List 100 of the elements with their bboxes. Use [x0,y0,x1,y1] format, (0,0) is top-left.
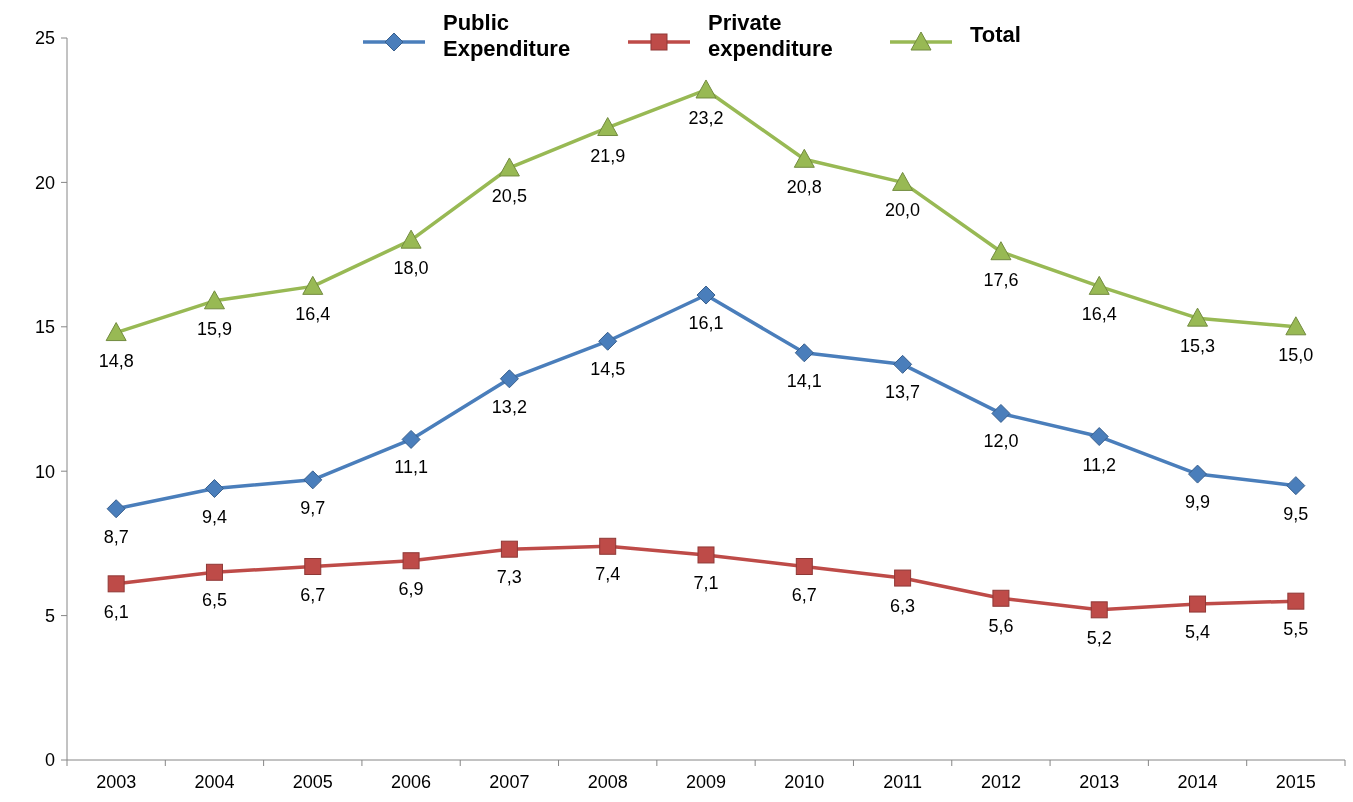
data-label: 9,9 [1185,492,1211,513]
data-label: 5,5 [1283,619,1309,640]
x-tick-label: 2015 [1275,772,1316,792]
data-label: 15,3 [1180,336,1216,357]
y-tick-label: 10 [34,461,55,482]
x-tick-label: 2010 [784,772,825,792]
point [598,331,618,351]
point [1187,307,1209,327]
data-label: 9,5 [1283,503,1309,524]
legend-label: Public Expenditure [443,10,571,61]
point [304,558,322,575]
point [991,403,1011,423]
point [894,569,912,587]
point [105,322,127,342]
x-tick-label: 2011 [883,772,922,792]
data-label: 16,1 [688,313,724,334]
x-tick-label: 2006 [391,772,432,792]
point [990,241,1012,261]
legend-label: Private expenditure [708,10,833,61]
x-tick-label: 2005 [292,772,333,792]
data-label: 14,8 [98,350,134,371]
data-label: 16,4 [295,304,331,325]
y-tick-label: 20 [34,172,55,193]
legend-label: Total [970,22,1021,47]
point [992,589,1010,607]
data-label: 23,2 [688,107,724,128]
point [204,479,224,499]
point [597,117,619,137]
point [205,563,223,581]
data-label: 21,9 [590,145,626,166]
data-label: 11,1 [394,457,428,478]
data-label: 20,5 [491,185,527,206]
data-label: 9,4 [201,506,227,527]
data-label: 7,1 [693,572,719,593]
data-label: 20,8 [786,177,822,198]
point [302,275,324,295]
data-label: 12,0 [983,431,1019,452]
data-label: 13,2 [491,396,527,417]
point [793,148,815,168]
x-tick-label: 2008 [587,772,628,792]
x-tick-label: 2013 [1079,772,1120,792]
point [203,290,225,310]
y-tick-label: 5 [44,605,55,626]
data-label: 7,4 [595,564,621,585]
point [1089,427,1109,447]
data-label: 9,7 [300,497,326,518]
point [400,229,422,249]
point [498,157,520,177]
x-tick-label: 2003 [96,772,137,792]
data-label: 6,7 [300,584,326,605]
data-label: 16,4 [1081,304,1117,325]
point [1286,476,1306,496]
data-label: 18,0 [393,258,429,279]
point [402,552,420,570]
data-label: 5,4 [1185,622,1211,643]
x-tick-label: 2004 [194,772,235,792]
data-label: 5,6 [988,616,1014,637]
point [795,558,813,575]
data-label: 14,5 [590,359,626,380]
data-label: 15,9 [196,318,232,339]
data-label: 6,5 [201,590,227,611]
point [1090,601,1108,619]
data-label: 5,2 [1086,627,1112,648]
point [599,537,617,555]
y-tick-label: 15 [34,317,55,338]
point [893,354,913,374]
data-label: 20,0 [885,200,921,221]
point [499,369,519,389]
point [696,285,716,305]
y-tick-label: 25 [34,28,55,49]
point [107,575,125,593]
point [695,79,717,99]
point [794,343,814,363]
data-label: 6,7 [791,584,817,605]
y-tick-label: 0 [44,750,55,771]
data-label: 13,7 [885,382,921,403]
data-label: 6,9 [398,578,424,599]
data-label: 17,6 [983,269,1019,290]
data-label: 7,3 [496,567,522,588]
x-tick-label: 2007 [489,772,530,792]
data-label: 6,3 [890,596,916,617]
x-tick-label: 2012 [980,772,1021,792]
data-label: 6,1 [103,601,129,622]
data-label: 8,7 [103,526,129,547]
point [401,429,421,449]
data-label: 14,1 [786,370,822,391]
point [1189,595,1207,613]
point [303,470,323,490]
point [106,499,126,519]
point [892,171,914,191]
point [1287,592,1305,610]
data-label: 15,0 [1278,344,1314,365]
x-tick-label: 2009 [685,772,727,792]
point [500,540,518,558]
point [1088,275,1110,295]
point [697,546,715,564]
x-tick-label: 2014 [1177,772,1218,792]
point [1285,316,1307,336]
point [1188,464,1208,484]
data-label: 11,2 [1082,454,1117,475]
